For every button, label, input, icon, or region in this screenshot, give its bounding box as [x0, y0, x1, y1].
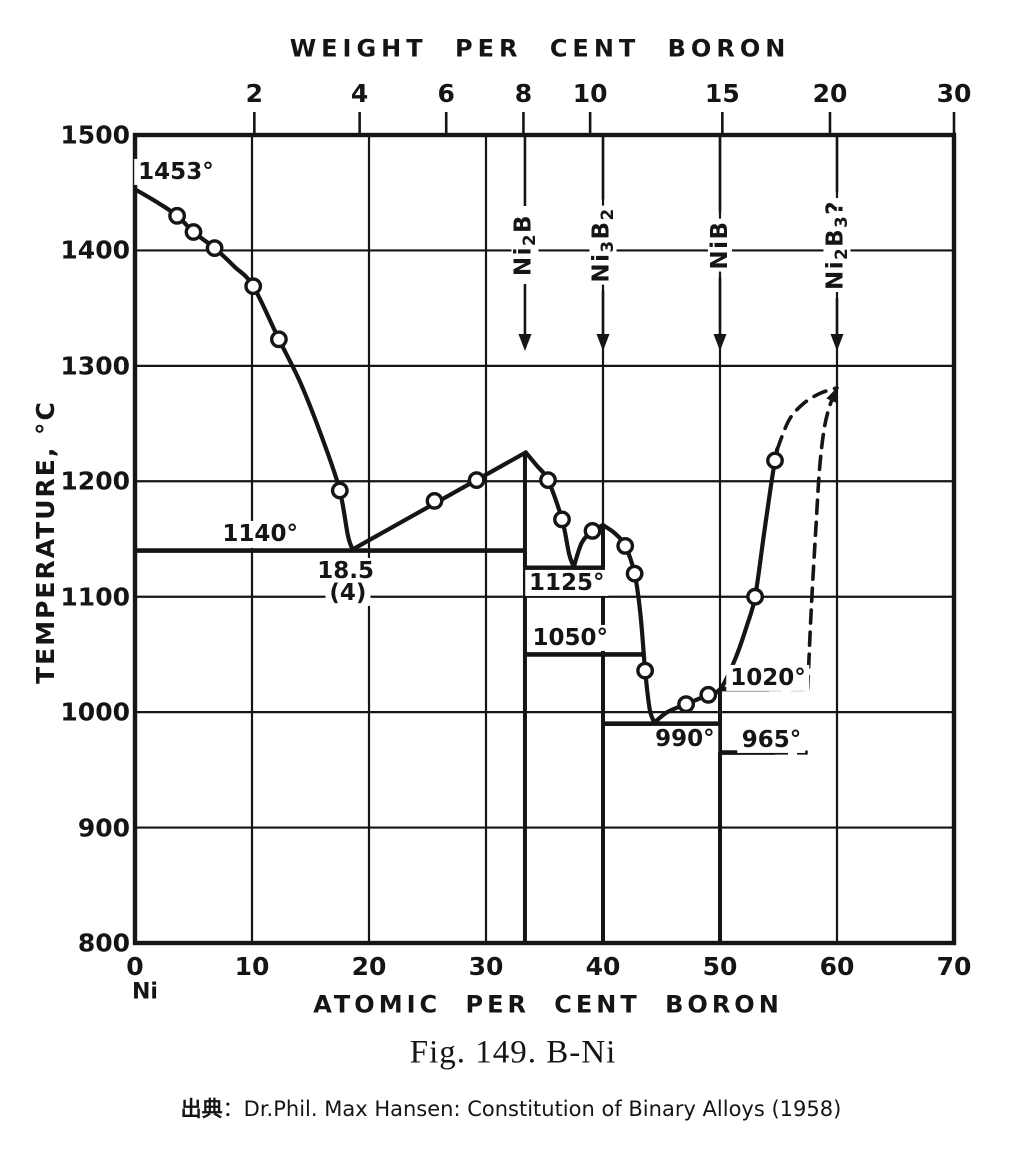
curve-liquidus-Ni3B2-to-990 [600, 523, 657, 725]
data-point [766, 451, 784, 470]
x-tick-label-30: 30 [468, 951, 504, 981]
compound-marker-arrowhead-Ni3B2 [596, 334, 610, 351]
annotation-1020: 1020° [726, 664, 810, 691]
top-tick-label-10: 10 [572, 78, 608, 108]
compound-label-part: B [510, 213, 537, 233]
compound-label-part: NiB [706, 220, 733, 270]
data-point [244, 277, 263, 296]
x-tick-label-20: 20 [351, 951, 387, 981]
annotation-990: 990° [651, 725, 719, 752]
y-tick-label-1400: 1400 [60, 235, 130, 265]
annotation-4: (4) [325, 580, 371, 607]
annotation-1125: 1125° [524, 569, 609, 596]
data-point [330, 481, 349, 500]
source-line: 出典：Dr.Phil. Max Hansen: Constitution of … [181, 1098, 842, 1120]
data-point [625, 564, 644, 583]
x-tick-label-10: 10 [234, 951, 270, 981]
top-tick-label-2: 2 [245, 78, 264, 108]
y-tick-label-900: 900 [77, 813, 130, 843]
y-tick-label-800: 800 [77, 928, 130, 958]
y-axis-title: TEMPERATURE, °C [30, 400, 60, 684]
data-point [583, 522, 602, 540]
top-tick-label-6: 6 [437, 78, 455, 108]
compound-label-Ni3B2: Ni3B2 [588, 205, 618, 285]
compound-label-NiB: NiB [706, 218, 733, 272]
x-tick-label-60: 60 [819, 951, 855, 981]
y-tick-label-1000: 1000 [60, 697, 130, 727]
y-tick-label-1500: 1500 [60, 120, 130, 150]
data-point [184, 223, 203, 241]
data-point [425, 491, 444, 510]
compound-marker-arrowhead-NiB [713, 334, 727, 351]
data-point [699, 685, 718, 704]
compound-label-subscript: 2 [598, 207, 618, 221]
compound-label-part: ? [822, 199, 849, 215]
y-tick-label-1200: 1200 [60, 466, 130, 496]
y-tick-label-1300: 1300 [60, 351, 130, 381]
compound-label-subscript: 3 [832, 214, 852, 228]
compound-marker-arrowhead-Ni2B [518, 334, 532, 351]
compound-marker-arrowhead-Ni2B3? [830, 334, 844, 351]
x-tick-label-40: 40 [585, 951, 621, 981]
compound-label-subscript: 3 [598, 239, 618, 253]
data-point [168, 206, 187, 225]
source-text: Dr.Phil. Max Hansen: Constitution of Bin… [243, 1096, 842, 1121]
bottom-axis-title: ATOMIC PER CENT BORON [313, 990, 783, 1019]
compound-label-Ni2B: Ni2B [510, 211, 540, 279]
top-tick-label-15: 15 [704, 78, 740, 108]
top-tick-label-20: 20 [812, 78, 848, 108]
data-point [636, 661, 654, 680]
compound-label-part: B [822, 227, 849, 247]
source-prefix: 出典 [180, 1096, 223, 1121]
x-tick-label-0: 0 [126, 951, 144, 981]
top-tick-label-30: 30 [936, 78, 972, 108]
curve-arrowhead-NiB-boundary-dashed [826, 386, 839, 404]
figure-caption: Fig. 149. B-Ni [409, 1034, 617, 1071]
data-point [616, 537, 635, 555]
annotation-1140: 1140° [218, 521, 302, 548]
x-tick-label-50: 50 [702, 951, 738, 981]
compound-label-part: Ni [510, 245, 537, 277]
compound-label-part: Ni [588, 252, 615, 283]
data-point [467, 471, 486, 489]
curve-liquidus-dashed-extrapolation [775, 386, 839, 451]
compound-label-Ni2B3?: Ni2B3? [822, 197, 852, 293]
origin-element-label: Ni [132, 979, 158, 1005]
data-point [269, 330, 288, 349]
top-tick-label-8: 8 [514, 78, 533, 108]
plot-border [132, 132, 957, 946]
annotation-18.5: 18.5 [313, 558, 378, 585]
x-tick-label-70: 70 [936, 951, 972, 981]
top-tick-label-4: 4 [350, 78, 369, 108]
top-axis-title: WEIGHT PER CENT BORON [289, 34, 791, 63]
compound-label-subscript: 2 [832, 246, 852, 260]
y-tick-label-1100: 1100 [60, 582, 130, 612]
curve-NiB-boundary-dashed [806, 387, 839, 691]
annotation-1050: 1050° [528, 625, 612, 652]
annotation-965: 965° [737, 726, 806, 753]
data-point [677, 695, 695, 713]
annotation-1453: 1453° [134, 158, 218, 185]
data-point [746, 587, 764, 606]
data-point [553, 510, 571, 529]
data-point [539, 471, 557, 489]
compound-label-part: Ni [822, 259, 849, 291]
source-separator: ： [222, 1096, 244, 1121]
compound-label-part: B [588, 220, 615, 240]
curve-liquidus-Ni2B-to-1125 [523, 450, 576, 569]
compound-label-subscript: 2 [520, 232, 540, 246]
data-point [205, 239, 224, 258]
